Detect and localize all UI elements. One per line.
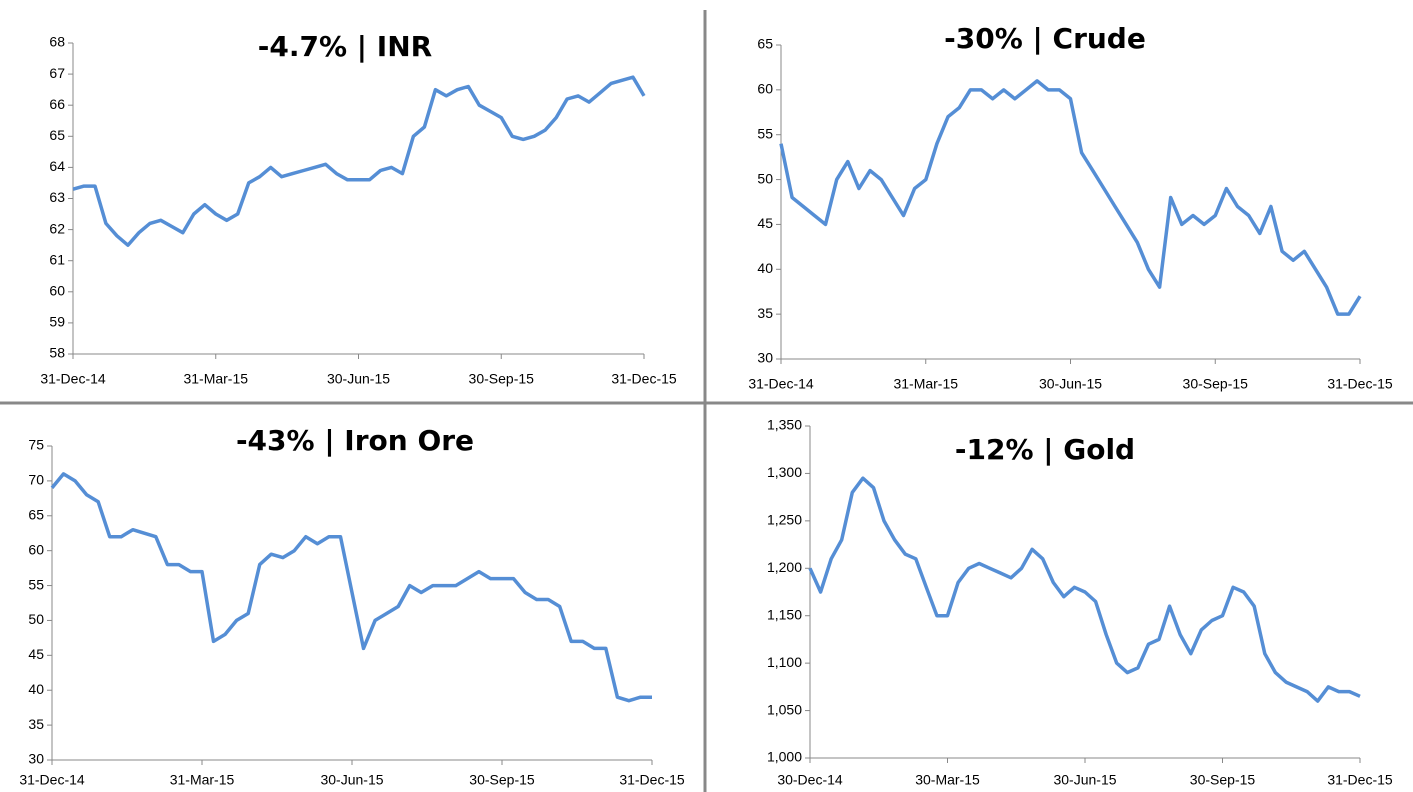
x-tick-label: 30-Sep-15 <box>1183 376 1249 392</box>
x-tick-label: 31-Dec-15 <box>611 371 677 387</box>
y-tick-label: 55 <box>757 125 773 141</box>
x-tick-label: 31-Dec-15 <box>1327 772 1393 788</box>
y-tick-label: 62 <box>49 220 65 236</box>
x-tick-label: 31-Dec-15 <box>1327 376 1393 392</box>
y-tick-label: 60 <box>49 283 65 299</box>
y-tick-label: 1,250 <box>767 512 802 528</box>
y-tick-label: 1,350 <box>767 417 802 433</box>
y-tick-label: 58 <box>49 345 65 361</box>
chart-title: -30% | Crude <box>944 22 1146 55</box>
y-tick-label: 45 <box>28 646 44 662</box>
data-line <box>50 472 652 703</box>
y-tick-label: 60 <box>757 81 773 97</box>
x-tick-label: 31-Mar-15 <box>893 376 958 392</box>
y-tick-label: 1,300 <box>767 464 802 480</box>
chart-title: -12% | Gold <box>955 433 1135 466</box>
y-tick-label: 68 <box>49 34 65 50</box>
x-tick-label: 30-Sep-15 <box>469 772 535 788</box>
y-tick-label: 50 <box>28 611 44 627</box>
chart-title: -43% | Iron Ore <box>236 424 474 457</box>
x-tick-label: 30-Dec-14 <box>777 772 843 788</box>
data-line <box>808 476 1361 703</box>
y-tick-label: 30 <box>28 751 44 767</box>
y-tick-label: 61 <box>49 251 65 267</box>
y-tick-label: 35 <box>757 305 773 321</box>
data-line <box>72 75 646 247</box>
y-tick-label: 67 <box>49 65 65 81</box>
y-tick-label: 1,100 <box>767 654 802 670</box>
x-tick-label: 31-Dec-14 <box>19 772 85 788</box>
y-tick-label: 1,200 <box>767 559 802 575</box>
y-tick-label: 45 <box>757 215 773 231</box>
data-line <box>779 79 1362 316</box>
y-tick-label: 35 <box>28 716 44 732</box>
x-tick-label: 31-Dec-14 <box>748 376 814 392</box>
y-tick-label: 40 <box>757 260 773 276</box>
x-tick-label: 31-Dec-15 <box>619 772 685 788</box>
x-tick-label: 30-Jun-15 <box>320 772 383 788</box>
x-tick-label: 31-Mar-15 <box>183 371 248 387</box>
chart-title: -4.7% | INR <box>258 30 432 63</box>
y-tick-label: 40 <box>28 681 44 697</box>
y-tick-label: 65 <box>28 506 44 522</box>
y-tick-label: 70 <box>28 472 44 488</box>
x-tick-label: 31-Mar-15 <box>170 772 235 788</box>
x-tick-label: 30-Sep-15 <box>469 371 535 387</box>
y-tick-label: 1,150 <box>767 606 802 622</box>
y-tick-label: 55 <box>28 576 44 592</box>
x-tick-label: 30-Sep-15 <box>1190 772 1256 788</box>
x-tick-label: 30-Jun-15 <box>327 371 390 387</box>
x-tick-label: 30-Mar-15 <box>915 772 980 788</box>
y-tick-label: 1,050 <box>767 701 802 717</box>
x-tick-label: 30-Jun-15 <box>1053 772 1116 788</box>
y-tick-label: 63 <box>49 189 65 205</box>
y-tick-label: 64 <box>49 158 65 174</box>
y-tick-label: 65 <box>49 127 65 143</box>
x-tick-label: 30-Jun-15 <box>1039 376 1102 392</box>
y-tick-label: 30 <box>757 350 773 366</box>
y-tick-label: 59 <box>49 314 65 330</box>
y-tick-label: 75 <box>28 437 44 453</box>
y-tick-label: 50 <box>757 170 773 186</box>
x-tick-label: 31-Dec-14 <box>40 371 106 387</box>
y-tick-label: 1,000 <box>767 749 802 765</box>
y-tick-label: 60 <box>28 541 44 557</box>
y-tick-label: 65 <box>757 36 773 52</box>
y-tick-label: 66 <box>49 96 65 112</box>
